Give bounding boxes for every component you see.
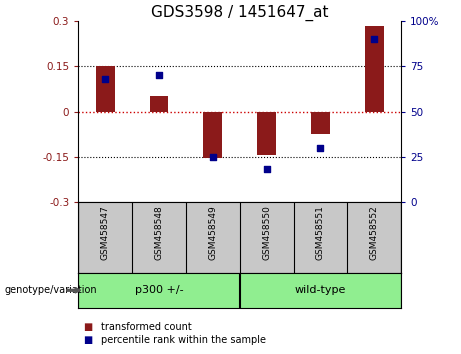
Point [371, 36, 378, 42]
Text: GSM458548: GSM458548 [154, 205, 164, 260]
Point [101, 76, 109, 82]
Bar [365, 26, 384, 112]
Text: GSM458551: GSM458551 [316, 205, 325, 260]
Text: p300 +/-: p300 +/- [135, 285, 183, 295]
Text: GSM458547: GSM458547 [101, 205, 110, 260]
Point [263, 166, 270, 172]
Point [155, 73, 163, 78]
Text: wild-type: wild-type [295, 285, 346, 295]
Text: percentile rank within the sample: percentile rank within the sample [101, 335, 266, 345]
Text: ■: ■ [83, 322, 92, 332]
Text: transformed count: transformed count [101, 322, 192, 332]
Point [209, 154, 217, 159]
Title: GDS3598 / 1451647_at: GDS3598 / 1451647_at [151, 5, 329, 21]
Bar [96, 67, 115, 112]
Text: GSM458549: GSM458549 [208, 205, 217, 260]
Text: ■: ■ [83, 335, 92, 345]
Bar [150, 96, 168, 112]
Text: GSM458552: GSM458552 [370, 205, 378, 260]
Bar [203, 112, 222, 158]
Bar [257, 112, 276, 155]
Bar [311, 112, 330, 134]
Point [317, 145, 324, 150]
Text: genotype/variation: genotype/variation [5, 285, 97, 295]
Text: GSM458550: GSM458550 [262, 205, 271, 260]
